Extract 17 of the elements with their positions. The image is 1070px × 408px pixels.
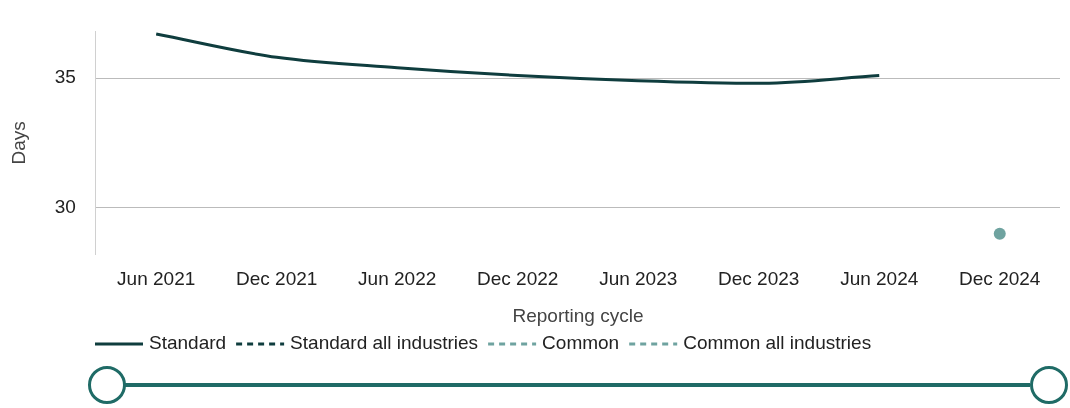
x-tick-label: Jun 2022 [358,268,437,290]
x-tick-label: Dec 2024 [959,268,1041,290]
y-tick-label: 30 [54,195,76,217]
x-tick-label: Jun 2021 [117,268,196,290]
legend-label: Standard all industries [290,332,479,354]
y-tick-label: 35 [54,66,76,88]
x-tick-label: Dec 2022 [477,268,559,290]
x-axis-title: Reporting cycle [512,304,644,326]
legend-label: Common [542,332,620,354]
x-tick-label: Jun 2024 [840,268,919,290]
x-tick-label: Dec 2023 [718,268,800,290]
x-tick-label: Dec 2021 [236,268,318,290]
legend-label: Common all industries [683,332,872,354]
x-tick-label: Jun 2023 [599,268,678,290]
y-axis-title: Days [7,121,29,165]
legend-label: Standard [149,332,227,354]
line-series [154,32,881,85]
